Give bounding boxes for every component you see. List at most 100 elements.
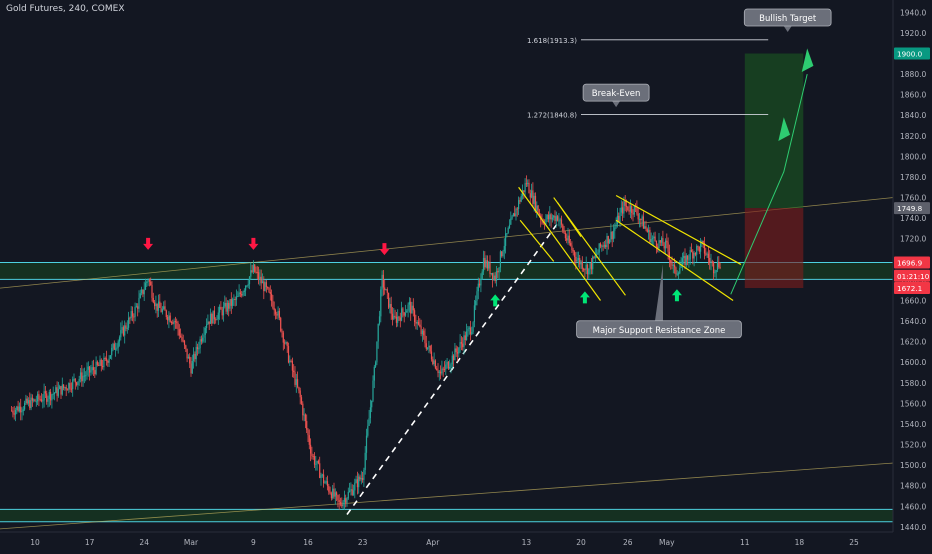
price-tick-label: 1540.0 (900, 420, 926, 429)
candle-body (217, 312, 219, 320)
time-tick-label: 17 (85, 538, 95, 547)
channel-line-6[interactable] (615, 219, 734, 301)
candle-body (224, 302, 226, 307)
candle-body (69, 383, 71, 389)
candle-body (100, 359, 102, 366)
candle-body (129, 317, 131, 319)
candle-body (185, 345, 187, 349)
candle-body (508, 224, 511, 228)
candle-body (56, 387, 58, 396)
candle-body (287, 346, 290, 363)
candle-body (229, 299, 231, 309)
stop-zone[interactable] (744, 208, 804, 289)
callout-1[interactable]: Bullish Target (743, 8, 832, 32)
candle-body (351, 489, 353, 495)
callout-text: Break-Even (592, 89, 641, 99)
candle-body (432, 359, 434, 365)
target-zone[interactable] (744, 53, 804, 209)
candle-body (408, 301, 410, 305)
candle-body (168, 315, 170, 321)
candle-body (365, 435, 368, 453)
candle-body (675, 267, 677, 275)
candle-body (156, 303, 158, 311)
candle-body (26, 398, 28, 404)
price-tag-bg[interactable] (894, 282, 930, 295)
candle-body (637, 213, 639, 220)
candle-body (460, 342, 462, 344)
candle-body (308, 435, 310, 445)
price-tag-bg[interactable] (894, 202, 930, 215)
fib-level-label: 1.618(1913.3) (527, 37, 577, 45)
candle-body (645, 226, 647, 230)
candle-body (446, 361, 448, 365)
candle-body (706, 253, 708, 255)
candle-body (274, 310, 277, 315)
candle-body (120, 330, 122, 338)
candle-body (74, 378, 76, 383)
candle-body (155, 303, 157, 307)
candle-body (489, 262, 491, 274)
candle-body (321, 474, 323, 476)
candle-body (718, 261, 720, 268)
candle-body (649, 229, 651, 243)
price-tick-label: 1520.0 (900, 441, 926, 450)
candle-body (315, 463, 317, 465)
price-tick-label: 1480.0 (900, 482, 926, 491)
candle-body (302, 403, 304, 416)
trendline-lower[interactable] (0, 462, 894, 530)
candle-body (280, 317, 282, 331)
candle-body (33, 399, 35, 401)
callout-2[interactable]: Break-Even (582, 83, 650, 108)
price-tag-bg[interactable] (894, 47, 930, 60)
candle-body (337, 495, 339, 501)
callout-text: Bullish Target (759, 14, 817, 24)
dashed-uptrend-line[interactable] (346, 222, 559, 515)
candle-body (693, 252, 695, 259)
candle-body (469, 327, 472, 335)
candle-body (278, 310, 280, 318)
candle-body (317, 460, 319, 464)
callout-box (743, 8, 832, 27)
price-tag-label: 1900.0 (897, 50, 923, 59)
candle-body (505, 233, 507, 246)
candle-body (627, 206, 629, 211)
candle-body (592, 256, 594, 270)
candle-body (609, 239, 611, 244)
candle-body (628, 210, 630, 212)
candle-body (14, 410, 17, 415)
candle-body (401, 308, 403, 321)
candle-body (237, 296, 239, 298)
callout-pointer (655, 264, 663, 321)
channel-line-1[interactable] (518, 186, 601, 301)
candle-body (485, 260, 487, 268)
channel-line-5[interactable] (615, 194, 742, 265)
candle-body (248, 276, 251, 285)
time-tick-label: 16 (303, 538, 313, 547)
candle-body (597, 252, 599, 255)
price-tag-bg[interactable] (894, 269, 930, 282)
callout-3[interactable]: Major Support Resistance Zone (576, 264, 742, 339)
candle-body (389, 303, 391, 308)
candle-body (130, 311, 132, 318)
candle-body (61, 384, 63, 395)
candle-body (113, 343, 115, 350)
channel-line-2[interactable] (519, 219, 555, 262)
callout-box (582, 83, 650, 102)
price-tag-bg[interactable] (894, 256, 930, 269)
candle-body (598, 243, 600, 253)
candle-body (13, 413, 15, 415)
candle-body (66, 389, 69, 391)
trendline-upper[interactable] (0, 197, 894, 289)
channel-line-4[interactable] (557, 202, 582, 238)
arrow-up-icon (579, 291, 590, 304)
candle-body (406, 310, 408, 313)
candle-body (573, 251, 576, 257)
projection-arrow[interactable] (730, 73, 808, 295)
candle-body (692, 251, 694, 259)
candle-body (680, 264, 682, 268)
price-tick-label: 1880.0 (900, 70, 926, 79)
candle-body (195, 346, 197, 360)
candle-body (157, 301, 160, 311)
